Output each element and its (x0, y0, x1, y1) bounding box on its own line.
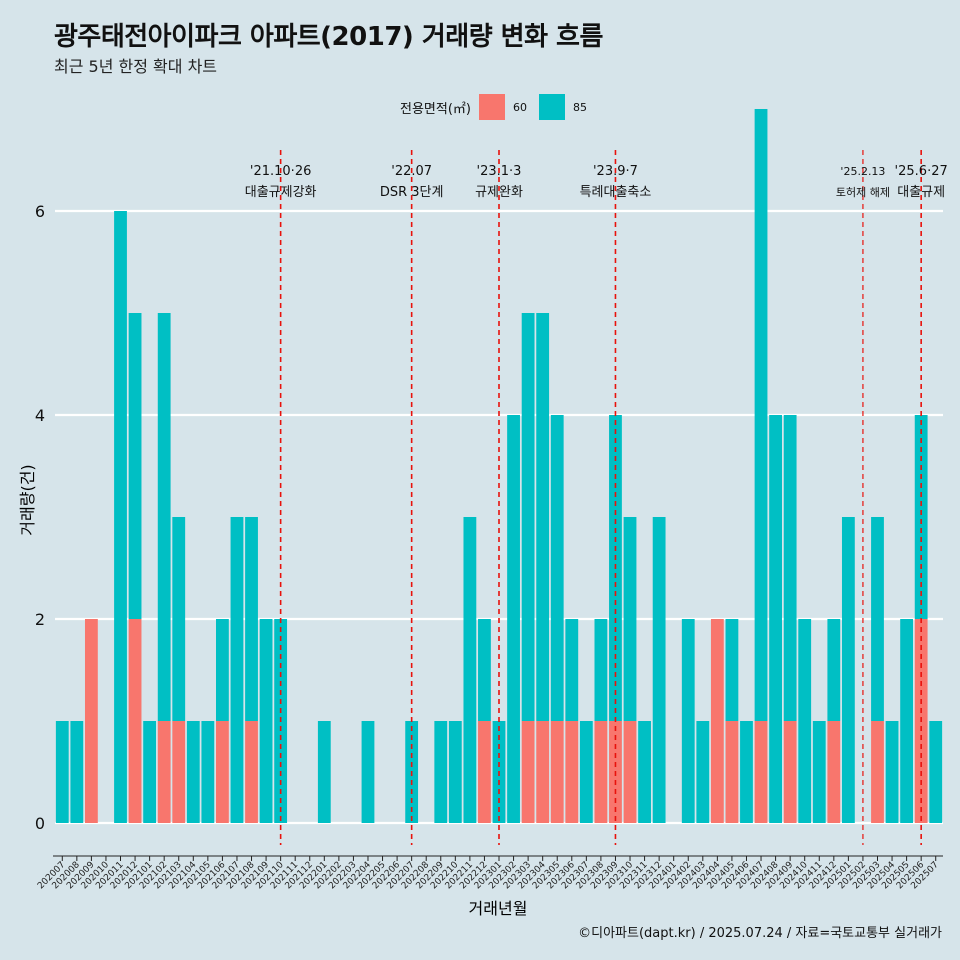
bar-60-202404 (710, 619, 724, 823)
event-date: '22.07 (391, 164, 432, 179)
bar-85-202311 (638, 721, 651, 823)
legend-title: 전용면적(㎡) (400, 101, 471, 117)
bar-85-202011 (114, 211, 127, 823)
bar-85-202108 (245, 517, 258, 721)
bar-60-202503 (871, 721, 884, 823)
bar-85-202504 (885, 721, 899, 823)
bar-60-202305 (550, 721, 564, 823)
bar-85-202410 (798, 619, 812, 823)
bar-85-202212 (478, 619, 491, 721)
legend-swatch-60 (478, 94, 505, 120)
bar-85-202211 (463, 517, 477, 823)
bar-60-202304 (536, 721, 550, 823)
bar-85-202107 (230, 517, 244, 823)
bar-60-202212 (478, 721, 491, 823)
bar-85-202201 (317, 721, 331, 823)
event-date: '23.9·7 (593, 164, 638, 179)
bar-85-202308 (594, 619, 608, 721)
bar-85-202412 (827, 619, 841, 721)
bar-60-202108 (245, 721, 258, 823)
bar-85-202403 (696, 721, 710, 823)
x-axis-label: 거래년월 (469, 899, 528, 918)
bar-85-202507 (929, 721, 943, 823)
bar-85-202505 (900, 619, 914, 823)
event-date: '25.6·27 (895, 164, 948, 179)
event-label: DSR 3단계 (380, 185, 444, 200)
bar-85-202105 (201, 721, 215, 823)
bar-85-202109 (259, 619, 273, 823)
bar-85-202106 (216, 619, 229, 721)
event-label: 대출규제 (897, 185, 945, 200)
event-date: '23.1·3 (477, 164, 522, 179)
bar-85-202402 (681, 619, 695, 823)
bar-85-202306 (565, 619, 579, 721)
bar-60-202303 (521, 721, 535, 823)
event-label: 토허제 해제 (836, 185, 890, 199)
bar-85-202101 (143, 721, 157, 823)
bar-60-202012 (128, 619, 142, 823)
y-tick-label: 2 (35, 610, 45, 629)
bar-85-202102 (157, 313, 171, 721)
bar-85-202305 (550, 415, 564, 721)
bar-60-202103 (172, 721, 186, 823)
chart-title: 광주태전아이파크 아파트(2017) 거래량 변화 흐름 (54, 22, 603, 52)
legend-label-85: 85 (572, 100, 587, 114)
bar-85-202307 (579, 721, 593, 823)
bar-60-202308 (594, 721, 608, 823)
bar-85-202406 (740, 721, 753, 823)
legend-label-60: 60 (512, 100, 527, 114)
event-date: '25.2.13 (840, 165, 885, 178)
bar-85-202503 (871, 517, 884, 721)
bar-85-202209 (434, 721, 448, 823)
bar-85-202012 (128, 313, 142, 619)
bar-85-202104 (186, 721, 200, 823)
bar-60-202407 (754, 721, 768, 823)
bar-60-202310 (623, 721, 637, 823)
bar-60-202412 (827, 721, 841, 823)
bar-85-202302 (507, 415, 520, 823)
bar-85-202411 (812, 721, 826, 823)
bar-85-202008 (70, 721, 84, 823)
bar-85-202304 (536, 313, 550, 721)
bar-85-202210 (448, 721, 462, 823)
bar-60-202009 (84, 619, 98, 823)
bar-60-202106 (216, 721, 229, 823)
bar-60-202409 (783, 721, 797, 823)
chart-subtitle: 최근 5년 한정 확대 차트 (54, 57, 218, 76)
y-tick-label: 4 (35, 406, 45, 425)
bar-85-202103 (172, 517, 186, 721)
event-date: '21.10·26 (250, 164, 311, 179)
bar-60-202306 (565, 721, 579, 823)
bar-85-202405 (725, 619, 739, 721)
event-label: 대출규제강화 (245, 185, 317, 200)
y-axis-label: 거래량(건) (18, 464, 37, 535)
bar-85-202407 (754, 109, 768, 721)
source-caption: ©디아파트(dapt.kr) / 2025.07.24 / 자료=국토교통부 실… (578, 926, 942, 941)
event-label: 특례대출축소 (580, 185, 652, 200)
bar-85-202408 (769, 415, 782, 823)
bar-60-202405 (725, 721, 739, 823)
bar-85-202501 (841, 517, 855, 823)
bar-60-202102 (157, 721, 171, 823)
bar-85-202204 (361, 721, 375, 823)
bar-85-202506 (914, 415, 928, 619)
y-tick-label: 6 (35, 202, 45, 221)
bar-85-202303 (521, 313, 535, 721)
legend-swatch-85 (538, 94, 565, 120)
bar-85-202409 (783, 415, 797, 721)
bar-85-202007 (55, 721, 69, 823)
event-label: 규제완화 (475, 185, 523, 200)
legend: 전용면적(㎡) 60 85 (400, 92, 599, 122)
bar-85-202312 (652, 517, 666, 823)
bar-85-202310 (623, 517, 637, 721)
y-tick-label: 0 (35, 814, 45, 833)
